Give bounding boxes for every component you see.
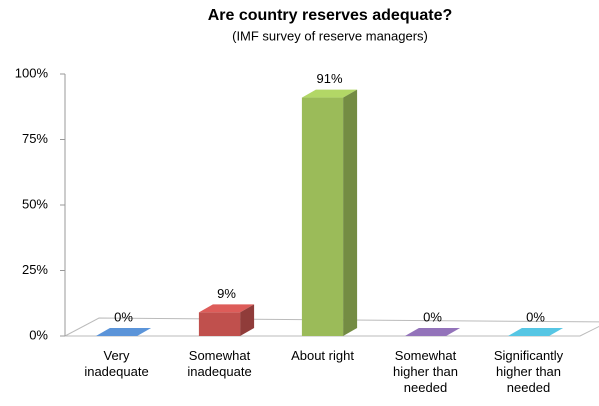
- chart-subtitle: (IMF survey of reserve managers): [232, 28, 428, 43]
- y-tick-label: 0%: [29, 327, 48, 342]
- bar: [198, 312, 241, 336]
- x-tick-label: Somewhat inadequate: [187, 348, 252, 379]
- y-tick-label: 100%: [15, 65, 49, 80]
- bar-top: [507, 328, 564, 336]
- y-tick-label: 25%: [22, 262, 48, 277]
- x-tick-label: About right: [291, 348, 354, 363]
- bar-side: [240, 304, 255, 336]
- value-label: 0%: [526, 309, 545, 324]
- x-tick-label: Significantly higher than needed: [493, 348, 564, 395]
- bar-side: [343, 89, 358, 336]
- value-label: 0%: [114, 309, 133, 324]
- chart-title: Are country reserves adequate?: [208, 7, 453, 24]
- value-label: 0%: [423, 309, 442, 324]
- y-tick-label: 50%: [22, 196, 48, 211]
- bar: [301, 97, 344, 336]
- bar-top: [404, 328, 461, 336]
- y-tick-label: 75%: [22, 131, 48, 146]
- bar-top: [301, 89, 358, 98]
- x-tick-label: Very inadequate: [84, 348, 149, 379]
- x-tick-label: Somewhat higher than needed: [392, 348, 459, 395]
- bar-top: [95, 328, 152, 336]
- value-label: 9%: [217, 286, 236, 301]
- value-label: 91%: [316, 71, 342, 86]
- bar-top: [198, 304, 255, 313]
